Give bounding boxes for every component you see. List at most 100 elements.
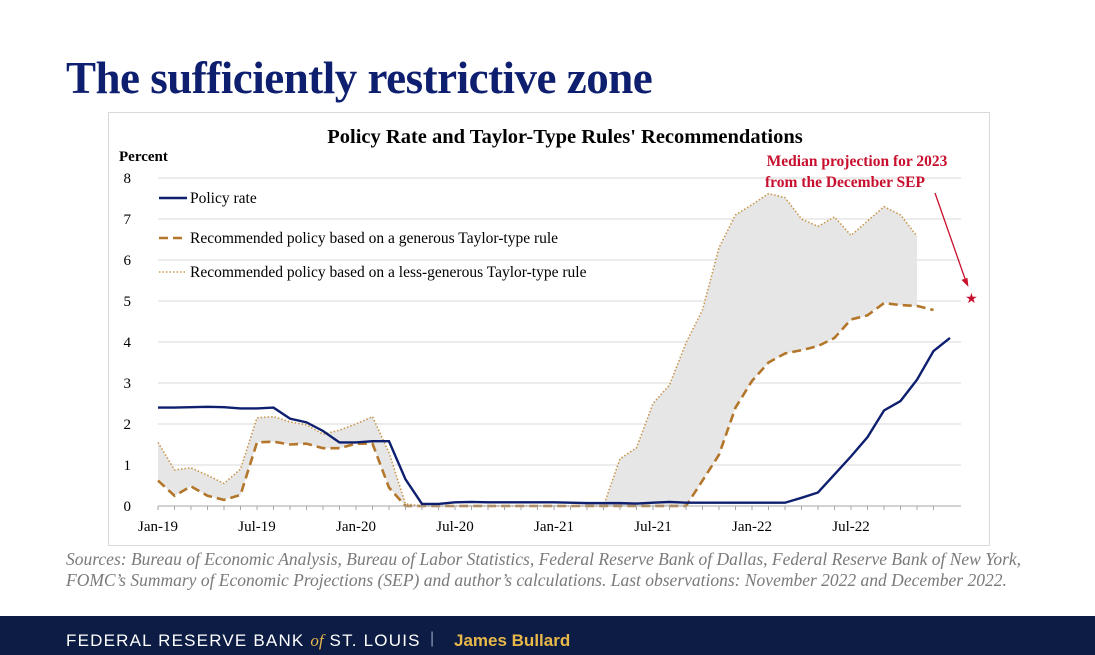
data-point [933,309,935,311]
data-point [685,502,687,504]
data-point [520,501,522,503]
data-point [174,469,176,471]
data-point [784,197,786,199]
data-point [504,501,506,503]
x-tick-label: Jan-22 [732,519,772,535]
data-point [273,441,275,443]
data-point [900,304,902,306]
data-point [372,443,374,445]
x-tick-label: Jan-21 [534,519,574,535]
sep-annotation: Median projection for 2023 from the Dece… [765,153,978,307]
data-point [916,305,918,307]
data-point [702,502,704,504]
data-point [685,342,687,344]
data-point [388,440,390,442]
data-point [256,408,258,410]
data-point [190,406,192,408]
data-point [223,483,225,485]
data-point [900,214,902,216]
data-point [916,379,918,381]
data-point [718,247,720,249]
data-point [289,421,291,423]
data-point [867,220,869,222]
legend-label: Policy rate [190,190,257,207]
footer-bar: FEDERAL RESERVE BANK of ST. LOUIS | Jame… [0,616,1095,655]
data-point [207,474,209,476]
data-point [867,436,869,438]
data-point [751,380,753,382]
data-point [256,417,258,419]
data-point [421,503,423,505]
data-point [735,502,737,504]
data-point [487,501,489,503]
legend: Policy rate Recommended policy based on a… [159,190,587,281]
x-tick-label: Jan-19 [138,519,178,535]
y-axis-label: Percent [119,149,168,165]
data-point [240,468,242,470]
data-point [652,502,654,504]
data-point [306,421,308,423]
data-point [256,442,258,444]
data-point [454,501,456,503]
data-point [322,447,324,449]
data-point [289,418,291,420]
data-point [339,442,341,444]
data-point [933,350,935,352]
x-tick-label: Jul-22 [832,519,870,535]
data-point [471,501,473,503]
data-point [339,447,341,449]
data-point [190,485,192,487]
x-tick-label: Jul-20 [436,519,474,535]
data-point [207,495,209,497]
data-point [603,502,605,504]
data-point [768,502,770,504]
data-point [768,193,770,195]
data-point [223,499,225,501]
policy-rate-line [158,336,951,506]
data-point [174,407,176,409]
data-point [240,408,242,410]
y-tick-label: 5 [124,294,132,310]
data-point [916,235,918,237]
y-tick-label: 4 [124,335,132,351]
data-point [801,349,803,351]
data-point [570,502,572,504]
y-tick-label: 6 [124,253,132,269]
data-point [240,494,242,496]
data-point [834,337,836,339]
x-tick-label: Jan-20 [336,519,376,535]
annotation-arrow [934,192,968,284]
data-point [339,429,341,431]
data-point [207,406,209,408]
data-point [372,440,374,442]
data-point [273,407,275,409]
data-point [735,214,737,216]
legend-label: Recommended policy based on a generous T… [190,230,558,247]
data-point [322,430,324,432]
data-point [801,218,803,220]
data-point [850,455,852,457]
data-point [355,442,357,444]
data-point [817,225,819,227]
bank-name: FEDERAL RESERVE BANK of ST. LOUIS [66,631,421,650]
data-point [355,423,357,425]
data-point [438,503,440,505]
data-point [652,403,654,405]
data-point [669,384,671,386]
data-point [702,309,704,311]
data-point [636,503,638,505]
data-point [867,314,869,316]
data-point [586,502,588,504]
data-point [553,501,555,503]
data-point [949,337,951,339]
data-point [388,452,390,454]
data-point [157,407,159,409]
data-point [801,497,803,499]
chart-title: Policy Rate and Taylor-Type Rules' Recom… [327,126,803,148]
policy-rate-chart: Policy Rate and Taylor-Type Rules' Recom… [119,126,978,535]
y-tick-label: 8 [124,171,132,187]
data-point [751,204,753,206]
data-point [157,480,159,482]
data-point [768,362,770,364]
data-point [883,302,885,304]
